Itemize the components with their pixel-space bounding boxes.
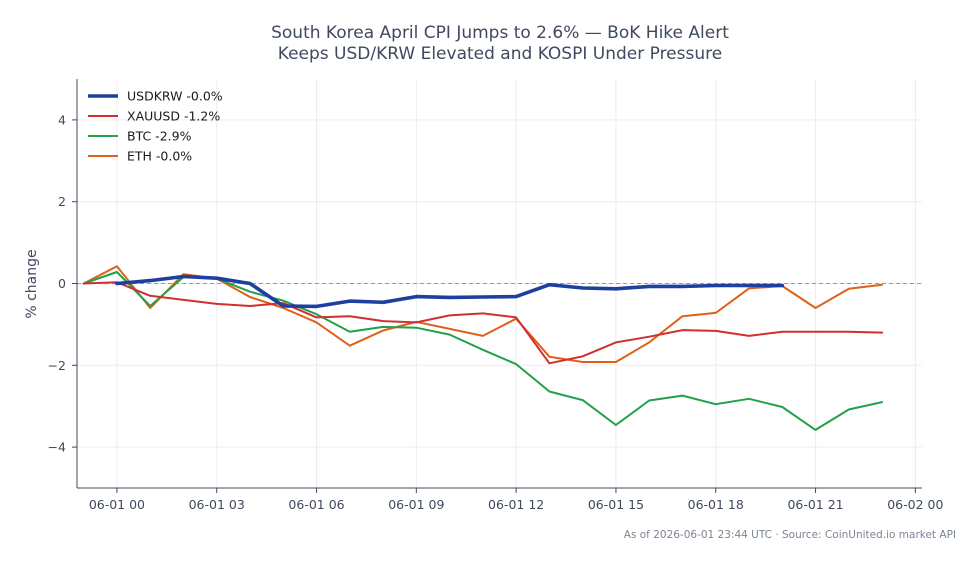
legend-label-xauusd: XAUUSD -1.2% (127, 109, 220, 124)
legend-label-usdkrw: USDKRW -0.0% (127, 89, 223, 104)
footer-source: As of 2026-06-01 23:44 UTC · Source: Coi… (624, 529, 956, 541)
y-tick-label: 4 (58, 112, 66, 127)
x-tick-label: 06-01 15 (588, 497, 644, 512)
x-tick-label: 06-01 21 (787, 497, 843, 512)
y-axis-label: % change (24, 249, 40, 318)
y-tick-label: −2 (48, 358, 66, 373)
x-tick-label: 06-01 18 (688, 497, 744, 512)
legend-label-btc: BTC -2.9% (127, 129, 192, 144)
series-line-usdkrw (115, 274, 785, 309)
chart-title-line-2: Keeps USD/KRW Elevated and KOSPI Under P… (278, 44, 722, 64)
y-tick-label: −4 (48, 440, 66, 455)
x-tick-label: 06-01 03 (189, 497, 245, 512)
x-tick-label: 06-01 06 (288, 497, 344, 512)
series-line-xauusd (82, 281, 884, 365)
x-tick-label: 06-01 00 (89, 497, 145, 512)
y-tick-label: 2 (58, 194, 66, 209)
x-tick-label: 06-02 00 (887, 497, 943, 512)
legend-label-eth: ETH -0.0% (127, 149, 192, 164)
chart-title-line-1: South Korea April CPI Jumps to 2.6% — Bo… (271, 23, 729, 43)
plot-area: 06-01 00 06-01 03 06-01 06 06-01 09 06-01 12… (48, 79, 943, 512)
x-tick-label: 06-01 09 (388, 497, 444, 512)
y-tick-label: 0 (58, 276, 66, 291)
x-tick-label: 06-01 12 (488, 497, 544, 512)
